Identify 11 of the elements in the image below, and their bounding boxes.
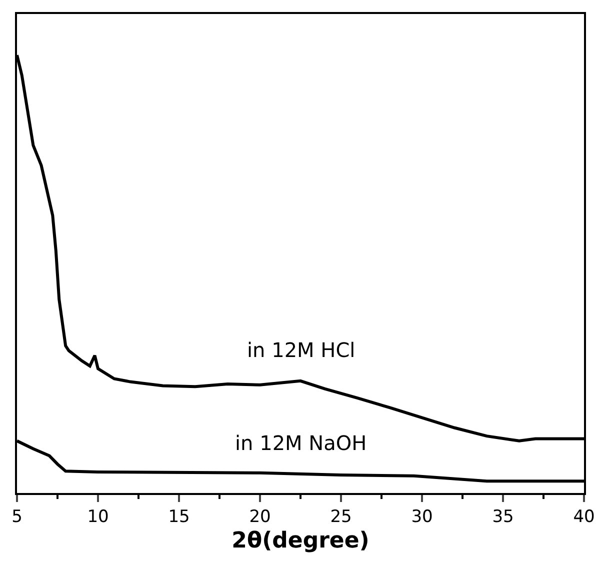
x-tick-label: 35 xyxy=(492,507,514,528)
series-label: in 12M HCl xyxy=(247,338,356,362)
x-tick-label: 15 xyxy=(168,507,190,528)
x-tick-label: 20 xyxy=(249,507,271,528)
x-tick-label: 25 xyxy=(330,507,352,528)
x-tick-label: 5 xyxy=(12,507,22,528)
x-tick-label: 30 xyxy=(411,507,433,528)
x-tick-label: 10 xyxy=(87,507,109,528)
x-tick-label: 40 xyxy=(573,507,595,528)
series-label: in 12M NaOH xyxy=(235,431,367,455)
x-axis-title: 2θ(degree) xyxy=(232,528,370,554)
